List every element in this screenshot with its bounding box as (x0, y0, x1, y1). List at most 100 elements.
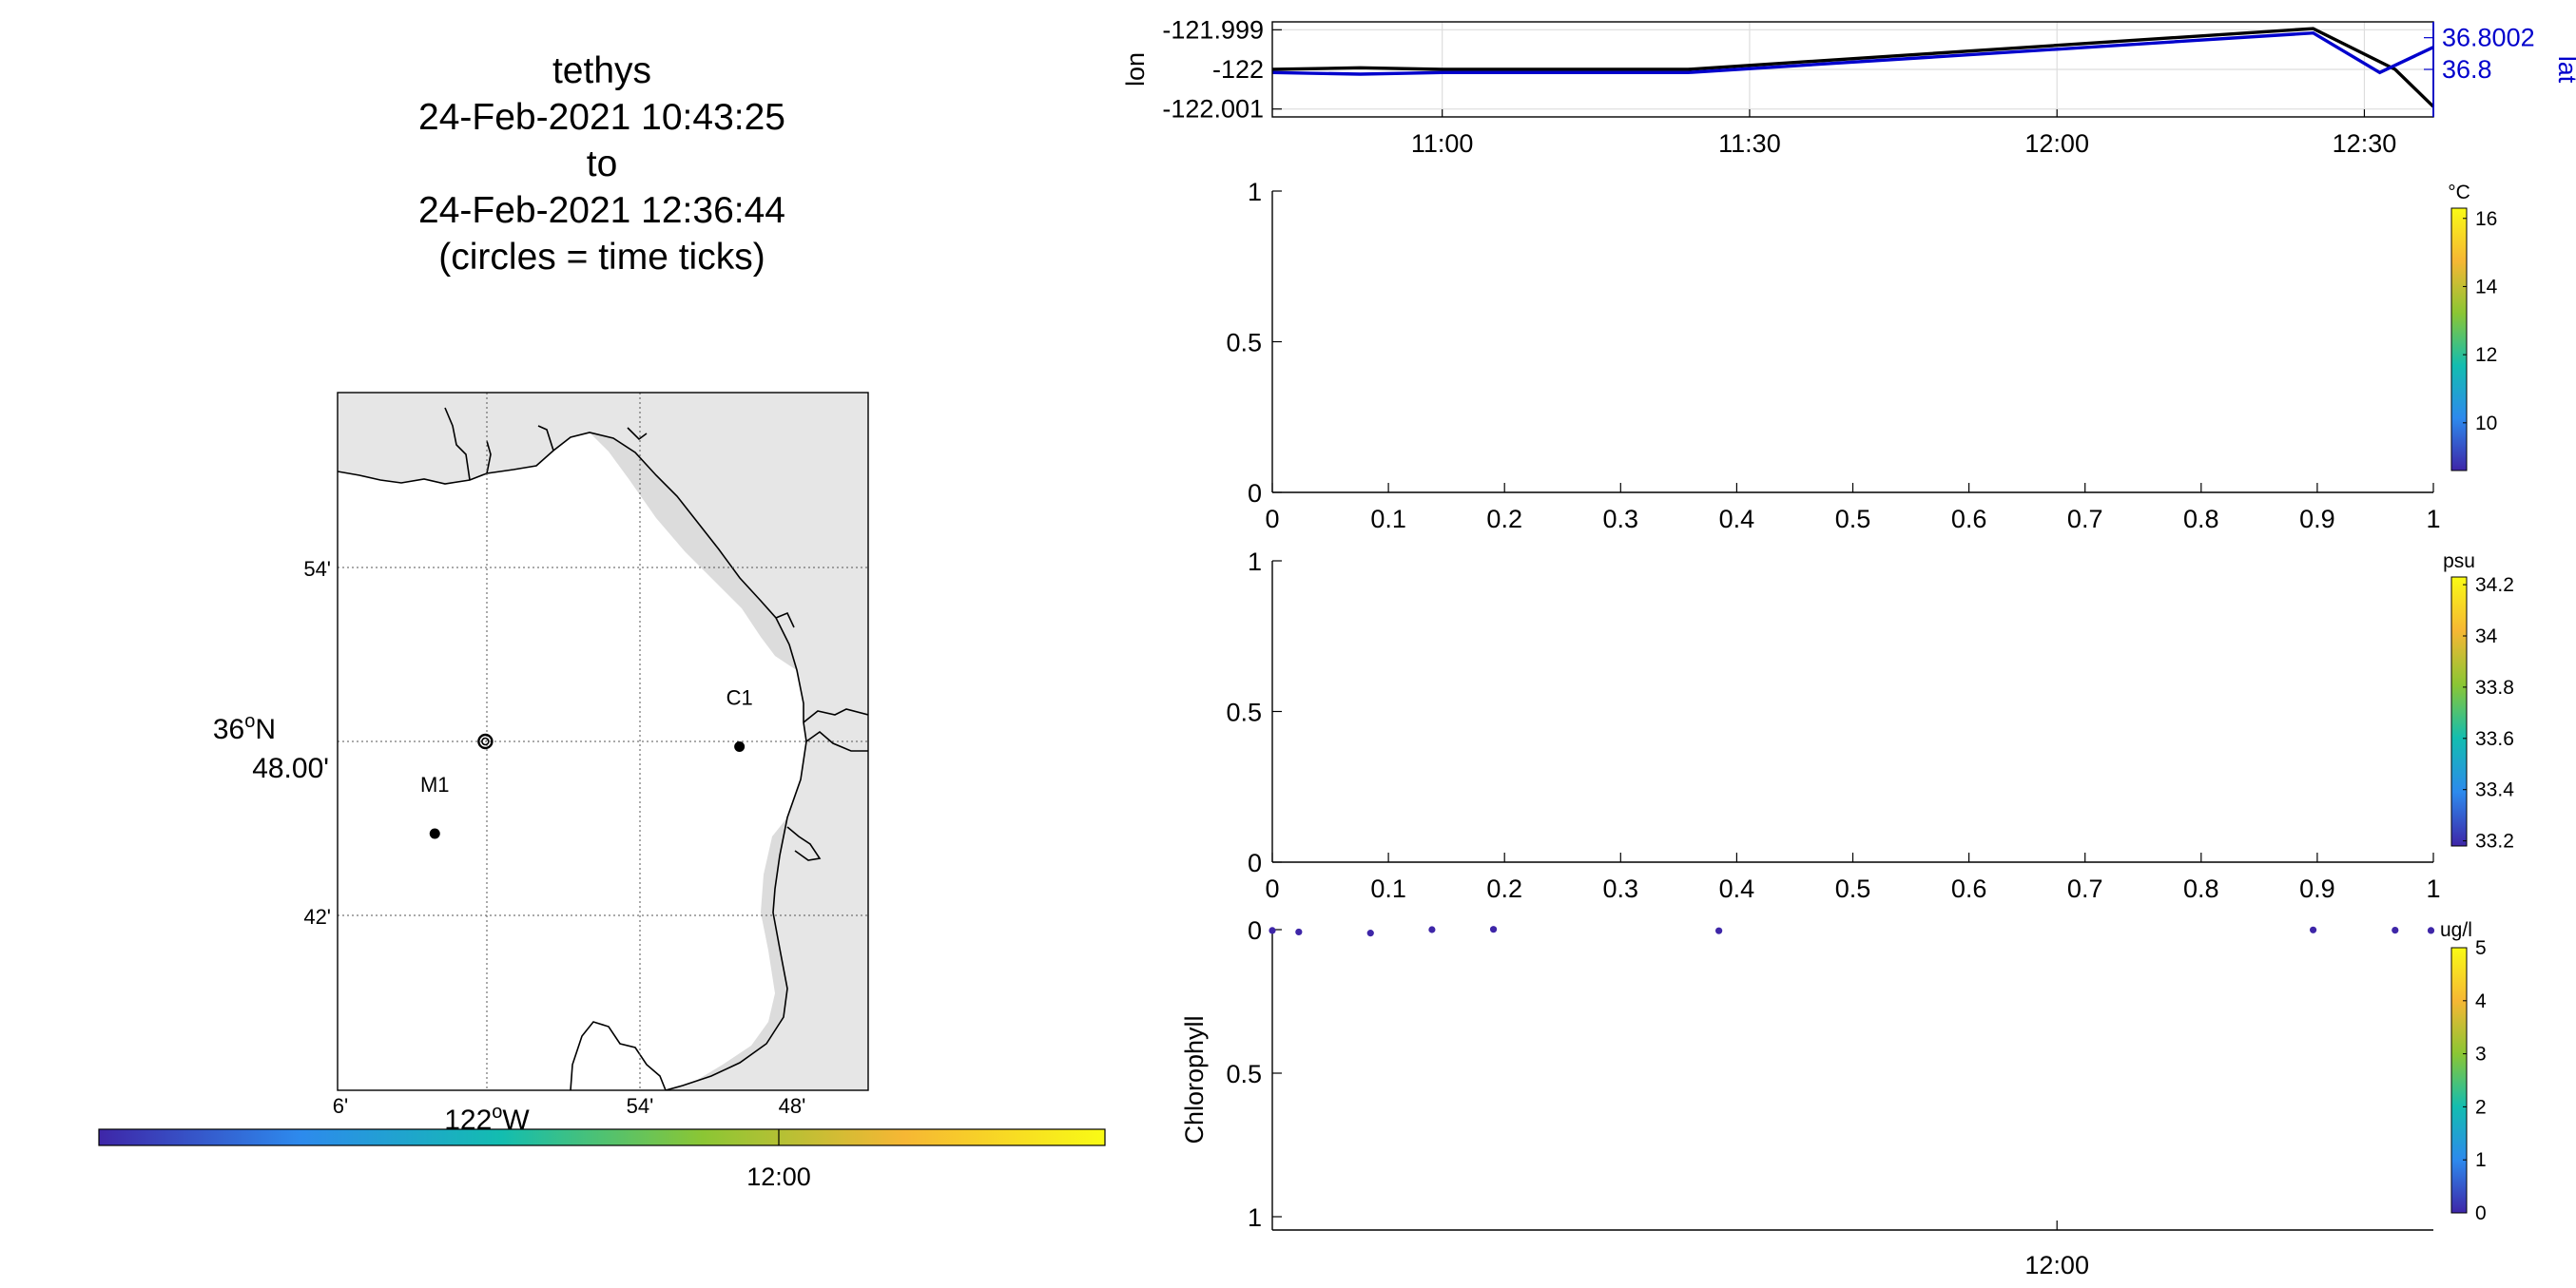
station-m1-marker (429, 828, 440, 839)
temperature-colorbar: °C 16 14 12 10 (2448, 182, 2498, 471)
lonlat-series (1271, 27, 2435, 108)
lonlat-grid (1272, 22, 2433, 117)
salinity-y-tick-label: 1 (1248, 548, 1262, 576)
temperature-x-tick-label: 0.1 (1370, 505, 1406, 533)
map-coast-shelf (590, 433, 797, 670)
map-grid (338, 393, 868, 1090)
chlorophyll-y-ticks: 00.51 (1226, 916, 1282, 1232)
salinity-colorbar: psu 34.2 34 33.8 33.6 33.4 33.2 (2443, 550, 2514, 853)
map-river-east-1 (775, 611, 795, 628)
salinity-x-tick-label: 0.2 (1486, 875, 1522, 903)
chlorophyll-colorbar-tick-label: 4 (2475, 990, 2487, 1012)
chlorophyll-colorbar-tick-label: 5 (2475, 937, 2487, 959)
salinity-colorbar-ticks: 34.2 34 33.8 33.6 33.4 33.2 (2463, 574, 2514, 853)
temperature-colorbar-tick-label: 16 (2475, 208, 2497, 230)
lonlat-y-tick-label: -121.999 (1162, 15, 1264, 44)
map-lat-tick-42: 42' (303, 905, 331, 929)
chlorophyll-point (1295, 928, 1303, 936)
lonlat-y2-tick-label: 36.8 (2442, 55, 2492, 84)
salinity-panel: 0 0.1 0.2 0.3 0.4 0.5 0.6 0.7 0.8 0.9 1 1 0.5 0 psu 3… (1226, 548, 2514, 903)
temperature-y-tick-label: 0 (1248, 479, 1262, 508)
title-line-2: 24-Feb-2021 10:43:25 (418, 97, 785, 138)
salinity-colorbar-tick-label: 33.6 (2475, 728, 2514, 750)
salinity-x-tick-label: 0 (1265, 875, 1279, 903)
temperature-y-tick-label: 1 (1248, 178, 1262, 206)
temperature-x-tick-label: 0.7 (2067, 505, 2103, 533)
chlorophyll-colorbar-unit: ug/l (2440, 919, 2472, 941)
map-stations: C1 M1 (420, 685, 753, 839)
station-m1-label: M1 (420, 773, 450, 797)
map-lon-tick-6: 6' (333, 1094, 348, 1118)
chlorophyll-colorbar-tick-label: 1 (2475, 1149, 2487, 1171)
salinity-x-tick-label: 0.7 (2067, 875, 2103, 903)
salinity-x-tick-label: 0.5 (1835, 875, 1871, 903)
chlorophyll-colorbar-tick-label: 3 (2475, 1044, 2487, 1066)
map-coastline (338, 432, 807, 1090)
temperature-x-tick-label: 0.4 (1719, 505, 1755, 533)
temperature-colorbar-unit: °C (2448, 182, 2470, 203)
map-river-north-4 (627, 427, 648, 441)
chlorophyll-ylabel: Chlorophyll (1180, 1015, 1209, 1144)
temperature-colorbar-bar (2450, 207, 2468, 471)
salinity-y-tick-label: 0 (1248, 849, 1262, 877)
salinity-x-tick-label: 0.4 (1719, 875, 1755, 903)
temperature-y-tick-label: 0.5 (1226, 329, 1262, 357)
map-lat-tick-54: 54' (303, 557, 331, 581)
temperature-x-tick-label: 0.9 (2299, 505, 2335, 533)
salinity-colorbar-tick-label: 33.8 (2475, 677, 2514, 699)
map-slough (786, 826, 822, 861)
map-coast-shelf-south (694, 817, 787, 1082)
map-river-north-1 (444, 407, 471, 481)
salinity-x-tick-label: 0.3 (1603, 875, 1639, 903)
chlorophyll-x-tick-label: 12:00 (2024, 1251, 2089, 1279)
chlorophyll-y-tick-label: 1 (1248, 1203, 1262, 1232)
temperature-colorbar-ticks: 16 14 12 10 (2463, 208, 2498, 434)
title-line-4: 24-Feb-2021 12:36:44 (418, 190, 785, 231)
salinity-colorbar-bar (2450, 576, 2468, 847)
chlorophyll-point (1366, 930, 1374, 937)
temperature-x-tick-label: 0.5 (1835, 505, 1871, 533)
track-time-tick-circle (477, 733, 494, 750)
lon-series-line (1271, 27, 2435, 108)
chlorophyll-colorbar-ticks: 5 4 3 2 1 0 (2463, 937, 2487, 1224)
chlorophyll-point (1269, 927, 1276, 934)
map-river-east-3 (805, 730, 868, 752)
map-river-north-2 (486, 440, 492, 474)
temperature-colorbar-tick-label: 14 (2475, 276, 2498, 298)
salinity-y-tick-label: 0.5 (1226, 699, 1262, 727)
lonlat-y-tick-label: -122.001 (1162, 95, 1264, 124)
salinity-colorbar-tick-label: 33.4 (2475, 779, 2514, 801)
salinity-x-tick-label: 0.8 (2183, 875, 2219, 903)
chlorophyll-colorbar: ug/l 5 4 3 2 1 0 (2440, 919, 2487, 1224)
temperature-x-tick-label: 0.6 (1951, 505, 1987, 533)
station-c1-marker (734, 740, 746, 752)
lonlat-y-tick-label: -122 (1212, 55, 1264, 84)
chlorophyll-colorbar-tick-label: 2 (2475, 1096, 2487, 1118)
lonlat-x-tick-label: 11:30 (1718, 129, 1781, 158)
lonlat-x-tick-label: 12:00 (2024, 129, 2089, 158)
time-colorbar: 12:00 (98, 1128, 1106, 1191)
salinity-colorbar-unit: psu (2443, 550, 2475, 572)
salinity-colorbar-tick-label: 34 (2475, 625, 2498, 647)
salinity-axes: 0 0.1 0.2 0.3 0.4 0.5 0.6 0.7 0.8 0.9 1 1 0.5 0 (1226, 548, 2440, 903)
lonlat-y2-tick-label: 36.8002 (2442, 24, 2535, 52)
chlorophyll-point (2309, 926, 2317, 933)
map-frame (337, 392, 869, 1091)
time-colorbar-tick-1200: 12:00 (746, 1163, 811, 1191)
temperature-x-tick-label: 0 (1265, 505, 1279, 533)
temperature-axes: 0 0.1 0.2 0.3 0.4 0.5 0.6 0.7 0.8 0.9 1 1 0.5 0 (1226, 178, 2440, 533)
map-lon-tick-48: 48' (779, 1094, 806, 1118)
chlorophyll-point (2427, 927, 2435, 934)
lat-series-line (1271, 30, 2434, 76)
temperature-panel: 0 0.1 0.2 0.3 0.4 0.5 0.6 0.7 0.8 0.9 1 1 0.5 0 °C 16… (1226, 178, 2497, 533)
temperature-x-tick-label: 0.3 (1603, 505, 1639, 533)
lonlat-ylabel: lon (1121, 52, 1150, 87)
station-c1-label: C1 (726, 685, 753, 709)
chlorophyll-point (1428, 926, 1436, 933)
lonlat-y2label: lat (2553, 56, 2576, 84)
title-line-5: (circles = time ticks) (438, 237, 765, 278)
map-lat-center-label: 36oN 48.00' (213, 711, 329, 784)
temperature-x-tick-label: 1 (2426, 505, 2440, 533)
